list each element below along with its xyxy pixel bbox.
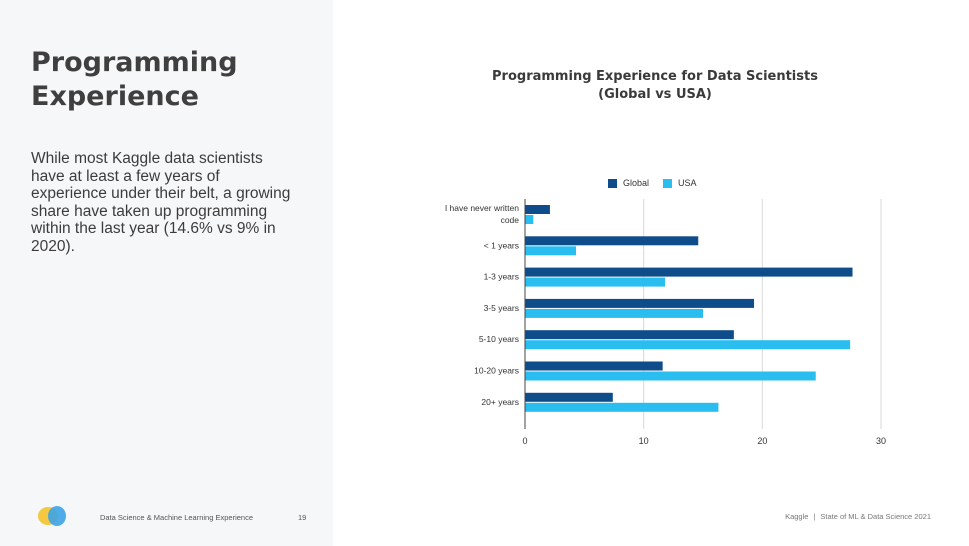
category-label-5: 10-20 years: [474, 366, 519, 376]
chart-legend: Global USA: [608, 178, 711, 188]
legend-item-global: Global: [608, 178, 649, 188]
x-tick-label-20: 20: [757, 436, 767, 446]
bar-usa-3: [525, 308, 703, 318]
bar-global-2: [525, 267, 853, 277]
category-label-2: 1-3 years: [484, 272, 519, 282]
x-tick-label-30: 30: [876, 436, 886, 446]
legend-item-usa: USA: [663, 178, 697, 188]
left-panel: Programming Experience While most Kaggle…: [0, 0, 333, 546]
slide-title: Programming Experience: [31, 46, 311, 114]
category-label-4: 5-10 years: [479, 334, 519, 344]
category-label-1: < 1 years: [484, 240, 519, 250]
bar-global-5: [525, 361, 663, 371]
x-tick-label-0: 0: [522, 436, 527, 446]
logo-blue-blob: [48, 506, 66, 526]
legend-label-global: Global: [623, 178, 650, 188]
category-label-0-line-0: I have never written: [445, 203, 519, 213]
category-label-0-line-1: code: [501, 215, 520, 225]
legend-swatch-global: [608, 178, 617, 188]
legend-label-usa: USA: [678, 178, 697, 188]
bar-usa-5: [525, 371, 816, 381]
footer-report-credit: Kaggle | State of ML & Data Science 2021: [785, 512, 931, 521]
bar-global-6: [525, 392, 613, 402]
bar-usa-2: [525, 277, 666, 287]
footer-separator: |: [813, 512, 816, 521]
kaggle-logo-icon: [38, 506, 66, 526]
chart-title: Programming Experience for Data Scientis…: [460, 68, 850, 104]
legend-swatch-usa: [663, 178, 673, 188]
slide-title-line-2: Experience: [31, 81, 199, 112]
footer-section-title: Data Science & Machine Learning Experien…: [100, 513, 254, 522]
bar-usa-0: [525, 215, 534, 224]
page-number: 19: [298, 513, 307, 522]
bar-usa-6: [525, 402, 719, 412]
footer-report-name: State of ML & Data Science 2021: [820, 512, 931, 521]
category-label-6: 20+ years: [481, 397, 519, 407]
bar-global-1: [525, 236, 699, 246]
bar-global-4: [525, 330, 734, 340]
chart-title-line-2: (Global vs USA): [598, 87, 712, 102]
slide-body-text: While most Kaggle data scientists have a…: [31, 150, 291, 255]
x-tick-label-10: 10: [639, 436, 649, 446]
chart-title-line-1: Programming Experience for Data Scientis…: [492, 69, 818, 84]
bar-global-0: [525, 205, 550, 214]
footer-brand: Kaggle: [785, 512, 809, 521]
slide-title-line-1: Programming: [31, 47, 238, 78]
bar-global-3: [525, 298, 755, 308]
bar-usa-4: [525, 340, 851, 350]
category-label-3: 3-5 years: [484, 303, 519, 313]
bar-usa-1: [525, 246, 577, 256]
